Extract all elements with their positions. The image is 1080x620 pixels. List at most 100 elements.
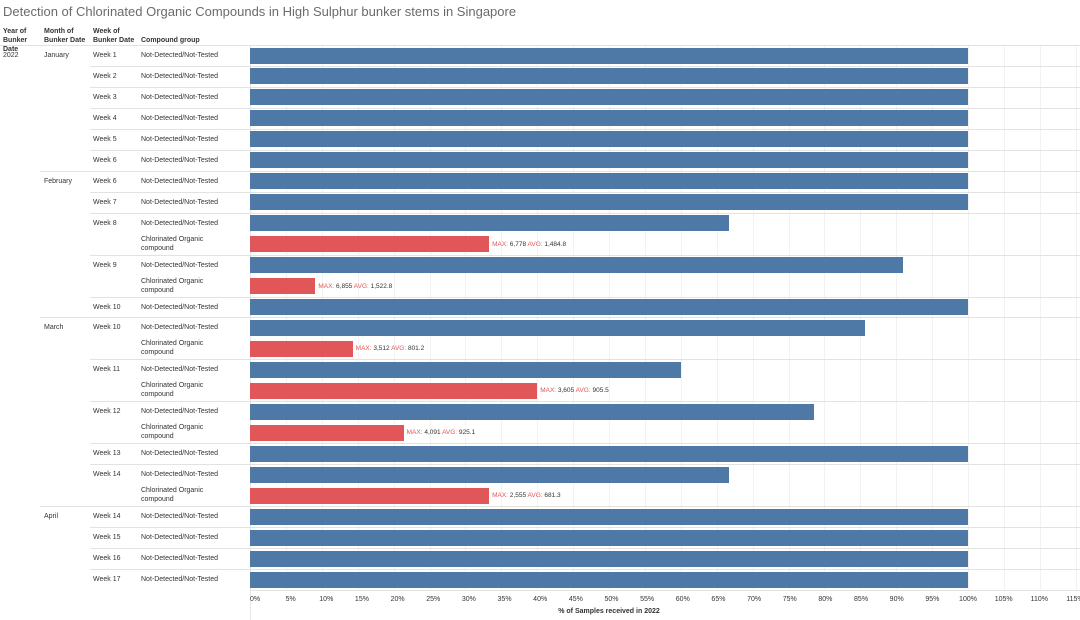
bar-not-detected[interactable] (250, 47, 968, 64)
week-label: Week 8 (93, 219, 117, 227)
bar-not-detected[interactable] (250, 215, 729, 232)
week-label: Week 6 (93, 156, 117, 164)
label-value: 1,484.8 (544, 240, 567, 248)
week-label: Week 7 (93, 198, 117, 206)
x-tick-label: 35% (497, 596, 512, 603)
bar-not-detected[interactable] (250, 131, 968, 148)
bar-chlorinated[interactable] (250, 340, 353, 357)
label-value: 6,778 (509, 240, 528, 248)
week-divider (90, 296, 1080, 298)
x-tick-label: 115% (1066, 596, 1080, 603)
bar-not-detected[interactable] (250, 319, 866, 336)
compound-group-label: Chlorinated Organic compound (141, 487, 204, 504)
week-divider (90, 443, 1080, 445)
label-key: MAX: (492, 492, 510, 500)
month-label: January (44, 52, 69, 59)
week-label: Week 3 (93, 93, 117, 101)
compound-group-label: Not-Detected/Not-Tested (141, 303, 219, 311)
bar-chlorinated[interactable] (250, 278, 316, 295)
bar-not-detected[interactable] (250, 403, 815, 420)
compound-group-label: Not-Detected/Not-Tested (141, 219, 219, 227)
data-label: MAX: 3,605 AVG: 905.5 (540, 387, 609, 394)
label-key: AVG: (575, 387, 593, 395)
year-label: 2022 (3, 52, 19, 59)
week-divider (90, 569, 1080, 570)
bar-not-detected[interactable] (250, 110, 968, 127)
month-label: February (44, 177, 73, 185)
bar-chlorinated[interactable] (250, 236, 490, 253)
compound-group-label: Not-Detected/Not-Tested (141, 198, 219, 206)
compound-group-label: Not-Detected/Not-Tested (141, 52, 219, 59)
x-tick-label: 90% (889, 596, 904, 603)
compound-group-label: Not-Detected/Not-Tested (141, 408, 219, 416)
week-divider (90, 107, 1080, 109)
week-label: Week 2 (93, 72, 117, 80)
week-divider (90, 401, 1080, 403)
x-tick-label: 30% (461, 596, 476, 603)
bar-not-detected[interactable] (250, 529, 968, 546)
header-compound-group[interactable]: Compound group (141, 37, 200, 44)
bar-not-detected[interactable] (250, 571, 968, 588)
header-month[interactable]: Month of Bunker Date (44, 28, 86, 44)
bar-not-detected[interactable] (250, 89, 968, 106)
bar-chlorinated[interactable] (250, 487, 490, 504)
week-divider (90, 149, 1080, 151)
label-value: 4,091 (424, 429, 443, 437)
compound-group-label: Chlorinated Organic compound (141, 235, 204, 252)
label-key: AVG: (527, 240, 545, 248)
bar-not-detected[interactable] (250, 466, 729, 483)
x-tick-label: 55% (640, 596, 655, 603)
x-tick-label: 95% (925, 596, 940, 603)
compound-group-label: Not-Detected/Not-Tested (141, 156, 219, 164)
week-label: Week 13 (93, 450, 121, 458)
bar-chlorinated[interactable] (250, 382, 538, 399)
week-divider (90, 464, 1080, 466)
bar-not-detected[interactable] (250, 173, 968, 190)
label-key: MAX: (318, 282, 337, 290)
header-week[interactable]: Week of Bunker Date (93, 28, 135, 44)
compound-group-label: Not-Detected/Not-Tested (141, 534, 219, 542)
bar-not-detected[interactable] (250, 361, 681, 378)
month-label: March (44, 324, 64, 332)
week-label: Week 17 (93, 576, 121, 583)
week-label: Week 5 (93, 135, 117, 143)
bar-not-detected[interactable] (250, 257, 903, 274)
label-key: AVG: (391, 345, 408, 353)
compound-group-label: Not-Detected/Not-Tested (141, 177, 219, 185)
label-value: 1,522.8 (370, 282, 393, 290)
x-axis-title: % of Samples received in 2022 (558, 608, 660, 615)
bar-not-detected[interactable] (250, 152, 968, 169)
bar-not-detected[interactable] (250, 445, 968, 462)
compound-group-label: Chlorinated Organic compound (141, 277, 204, 294)
bar-not-detected[interactable] (250, 68, 968, 85)
week-divider (90, 548, 1080, 550)
compound-group-label: Chlorinated Organic compound (141, 424, 204, 441)
label-key: MAX: (355, 345, 374, 353)
x-tick-label: 0% (249, 596, 261, 603)
label-value: 905.5 (592, 387, 609, 395)
bar-not-detected[interactable] (250, 299, 968, 316)
week-label: Week 6 (93, 177, 117, 185)
x-tick-label: 105% (994, 596, 1013, 603)
week-label: Week 15 (93, 534, 121, 542)
compound-group-label: Not-Detected/Not-Tested (141, 576, 219, 583)
compound-group-label: Not-Detected/Not-Tested (141, 513, 219, 521)
bar-not-detected[interactable] (250, 194, 968, 211)
header-year[interactable]: Year of Bunker Date (3, 28, 28, 53)
bar-not-detected[interactable] (250, 550, 968, 567)
label-value: 3,605 (557, 387, 576, 395)
x-tick-label: 70% (747, 596, 762, 603)
compound-group-label: Not-Detected/Not-Tested (141, 555, 219, 563)
bar-chlorinated[interactable] (250, 424, 404, 441)
compound-group-label: Not-Detected/Not-Tested (141, 93, 219, 101)
week-label: Week 10 (93, 303, 121, 311)
x-tick-label: 5% (285, 596, 296, 603)
week-divider (90, 359, 1080, 361)
data-label: MAX: 6,778 AVG: 1,484.8 (492, 241, 566, 248)
label-value: 6,855 (336, 282, 354, 290)
compound-group-label: Not-Detected/Not-Tested (141, 135, 219, 143)
label-key: AVG: (527, 492, 545, 500)
bar-not-detected[interactable] (250, 508, 968, 525)
week-label: Week 11 (93, 366, 120, 374)
